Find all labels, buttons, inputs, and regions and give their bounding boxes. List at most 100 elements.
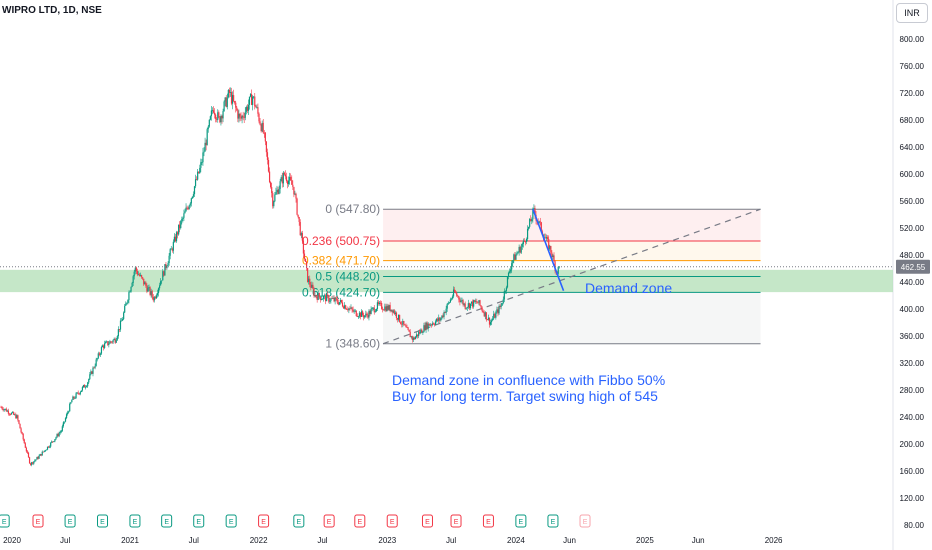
candle-body [242, 115, 244, 118]
candle-body [384, 306, 386, 310]
candle-body [152, 296, 154, 301]
candle-body [193, 186, 196, 195]
candle-body [151, 291, 153, 297]
candle-body [92, 367, 94, 374]
candle-body [452, 289, 455, 297]
candle-body [63, 421, 66, 423]
candle-body [315, 295, 317, 297]
candle-body [330, 298, 332, 301]
candle-body [331, 298, 333, 300]
candle-body [413, 337, 416, 340]
candle-body [486, 319, 488, 321]
candle-body [341, 302, 344, 307]
candle-body [115, 339, 117, 343]
candle-body [0, 406, 2, 408]
x-tick-label: Jul [189, 536, 199, 545]
candle-body [449, 299, 451, 303]
candle-body [10, 412, 13, 415]
earnings-event-label: E [133, 519, 138, 526]
y-tick-label: 480.00 [900, 251, 925, 260]
candle-body [294, 193, 296, 195]
candle-body [281, 177, 283, 184]
candle-body [401, 323, 403, 325]
candle-body [465, 307, 467, 309]
candle-body [364, 315, 366, 318]
candle-body [322, 296, 325, 299]
candle-body [516, 253, 518, 255]
candle-body [228, 90, 230, 93]
candle-body [220, 115, 222, 123]
candle-body [77, 392, 79, 394]
candle-body [71, 399, 73, 403]
candle-body [433, 324, 436, 326]
candle-body [423, 325, 425, 333]
candle-body [394, 312, 397, 314]
candle-body [521, 243, 523, 247]
candle-body [259, 121, 261, 125]
candle-body [443, 312, 445, 317]
candle-body [188, 205, 190, 210]
candle-body [432, 323, 435, 325]
candle-body [488, 317, 491, 325]
candle-body [550, 245, 552, 253]
candle-body [557, 266, 559, 274]
candle-body [227, 90, 229, 98]
earnings-event-icon [225, 514, 237, 528]
candle-body [295, 193, 297, 199]
candle-body [558, 266, 560, 268]
candle-body [280, 177, 282, 182]
candle-body [97, 353, 99, 359]
candle-body [520, 246, 522, 253]
currency-selector[interactable]: INR [896, 3, 928, 23]
candle-body [387, 305, 389, 310]
candle-body [32, 462, 34, 464]
candle-body [40, 454, 42, 456]
candle-body [56, 434, 58, 438]
candle-body [319, 296, 321, 300]
candle-body [487, 317, 490, 320]
candle-body [100, 347, 103, 354]
earnings-event-label: E [2, 519, 7, 526]
candle-body [549, 245, 551, 250]
candle-body [113, 338, 115, 341]
candle-body [406, 327, 408, 328]
candle-body [347, 309, 349, 311]
candle-body [187, 208, 189, 210]
candle-body [479, 300, 481, 306]
candle-body [419, 332, 421, 334]
candle-body [165, 264, 167, 268]
candle-body [476, 301, 478, 303]
candle-body [425, 322, 427, 331]
candle-body [102, 345, 105, 348]
candle-body [169, 249, 171, 256]
candle-body [367, 315, 369, 318]
candle-body [42, 451, 44, 453]
candle-body [192, 194, 195, 197]
candle-body [46, 446, 49, 450]
candle-body [248, 96, 251, 105]
candle-body [221, 115, 223, 119]
candle-body [355, 310, 357, 317]
candle-body [430, 324, 432, 326]
candle-body [90, 371, 92, 375]
candle-body [146, 285, 148, 292]
candle-body [350, 307, 352, 309]
candle-body [196, 179, 198, 181]
candle-body [548, 239, 550, 250]
candle-body [9, 414, 12, 415]
candle-body [338, 302, 340, 305]
candle-body [461, 300, 463, 301]
candle-body [112, 340, 114, 343]
candle-body [254, 96, 256, 107]
candle-body [182, 217, 184, 219]
candle-body [551, 252, 553, 258]
earnings-event-icon [450, 514, 462, 528]
y-tick-label: 360.00 [900, 332, 925, 341]
candle-body [109, 341, 111, 344]
x-tick-label: Jun [692, 536, 705, 545]
candle-body [538, 221, 540, 224]
earnings-event-label: E [583, 519, 588, 526]
fib-fill-zone [383, 240, 761, 261]
candle-body [117, 329, 119, 337]
